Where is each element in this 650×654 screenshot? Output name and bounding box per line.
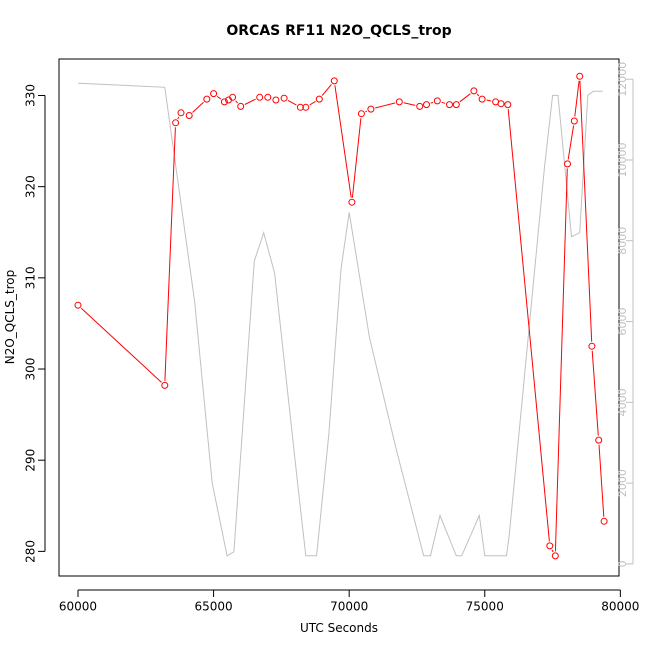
data-point-27 (452, 101, 460, 109)
y2-tick-label-6: 12000 (616, 62, 629, 97)
series-n2o-segment-27 (459, 93, 471, 103)
data-point-9 (229, 93, 237, 101)
data-point-3 (177, 109, 185, 117)
data-point-0 (74, 301, 82, 309)
x-tick-label-2: 70000 (330, 600, 368, 614)
series-n2o-segment-24 (430, 101, 434, 104)
series-n2o-segment-34 (554, 168, 568, 552)
data-point-20 (357, 110, 365, 118)
data-point-7 (220, 98, 228, 106)
series-n2o-segment-35 (567, 125, 575, 160)
data-point-25 (433, 97, 441, 105)
y2-tick-label-0: 0 (616, 560, 629, 567)
series-n2o-segment-6 (216, 96, 222, 100)
axes-layer: 60000 65000 70000 75000 80000280290300310320… (24, 62, 640, 614)
data-point-6 (210, 90, 218, 98)
series-n2o-segment-21 (375, 102, 396, 109)
data-point-24 (423, 101, 430, 109)
data-point-34 (551, 552, 559, 560)
data-point-16 (302, 103, 310, 111)
y-tick-label-0: 280 (24, 540, 38, 563)
data-point-31 (497, 100, 505, 108)
series-n2o-segment-32 (507, 109, 550, 542)
series-n2o-segment-25 (441, 101, 446, 104)
data-point-1 (161, 381, 169, 389)
data-point-10 (237, 102, 245, 110)
data-point-26 (446, 101, 453, 109)
data-point-40 (600, 517, 608, 525)
x-tick-label-1: 65000 (194, 600, 232, 614)
series-n2o-segment-0 (80, 307, 162, 383)
data-point-22 (395, 98, 403, 106)
series-n2o-segment-38 (591, 350, 599, 436)
series-n2o-segment-39 (598, 444, 605, 517)
data-point-33 (546, 542, 554, 550)
series-n2o-segment-28 (476, 93, 480, 97)
series-n2o-segment-14 (287, 99, 297, 106)
data-point-38 (588, 342, 596, 350)
series-altitude-line (77, 82, 603, 557)
series-n2o-segment-10 (244, 98, 256, 105)
y-tick-label-3: 310 (24, 266, 38, 289)
series-n2o-segment-16 (309, 100, 316, 106)
x-tick-label-4: 80000 (601, 600, 639, 614)
data-point-2 (172, 119, 180, 127)
series-n2o-segment-22 (403, 102, 416, 106)
series-n2o-segment-9 (235, 100, 239, 104)
series-n2o-segment-19 (351, 118, 362, 198)
y2-tick-label-4: 8000 (616, 227, 629, 255)
data-point-14 (280, 94, 288, 102)
series-n2o-segment-20 (365, 110, 368, 113)
series-layer (74, 72, 608, 560)
data-point-21 (367, 105, 375, 113)
data-point-5 (203, 95, 211, 103)
series-n2o-segment-4 (192, 101, 204, 113)
y2-tick-label-5: 10000 (616, 142, 629, 177)
x-axis-label: UTC Seconds (300, 621, 378, 635)
data-point-19 (348, 198, 356, 206)
series-n2o-segment-2 (177, 116, 180, 120)
data-point-11 (256, 93, 264, 101)
y2-tick-label-1: 2000 (616, 469, 629, 497)
data-point-28 (470, 87, 478, 95)
data-point-35 (564, 160, 571, 168)
y-tick-label-4: 320 (24, 175, 38, 198)
data-point-4 (185, 112, 193, 119)
data-point-23 (416, 102, 424, 110)
series-n2o-segment-17 (321, 84, 332, 96)
series-n2o-segment-33 (551, 549, 554, 553)
y-axis-label: N2O_QCLS_trop (3, 270, 17, 365)
series-n2o-segment-1 (164, 127, 176, 381)
y-tick-label-2: 300 (24, 358, 38, 381)
y-tick-label-5: 330 (24, 84, 38, 107)
data-point-13 (272, 96, 280, 104)
y2-tick-label-2: 4000 (616, 388, 629, 416)
data-point-18 (330, 77, 338, 85)
plot-frame (58, 58, 620, 577)
data-point-32 (504, 101, 512, 109)
y2-tick-label-3: 6000 (616, 308, 629, 336)
series-n2o-segment-36 (574, 80, 580, 117)
data-point-29 (478, 95, 486, 103)
x-tick-label-3: 75000 (466, 600, 504, 614)
x-tick-label-0: 60000 (59, 600, 97, 614)
series-n2o-segment-29 (486, 99, 492, 102)
y-tick-label-1: 290 (24, 449, 38, 472)
series-n2o-segment-18 (334, 85, 352, 198)
data-point-17 (315, 95, 323, 103)
data-point-36 (570, 117, 578, 125)
data-point-39 (595, 436, 603, 444)
data-point-15 (296, 103, 304, 111)
series-n2o-segment-37 (579, 80, 593, 342)
data-point-37 (576, 72, 584, 80)
data-point-12 (264, 93, 272, 101)
chart-title: ORCAS RF11 N2O_QCLS_trop (226, 23, 451, 39)
